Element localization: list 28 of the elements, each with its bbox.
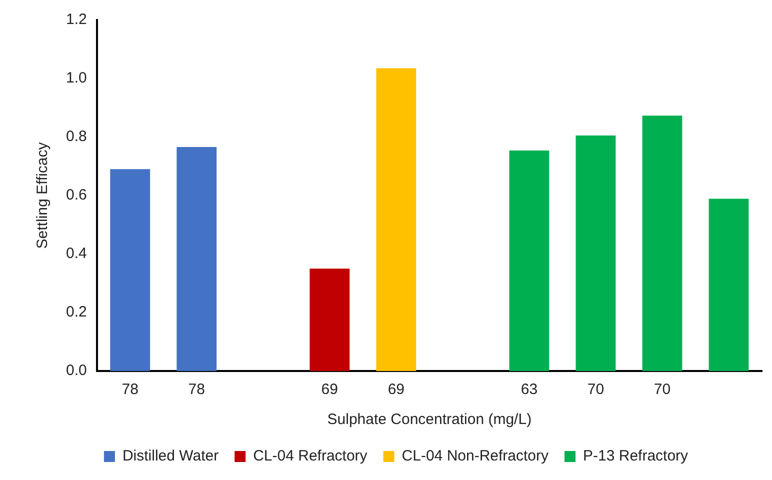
x-tick-label: 69 <box>321 381 338 398</box>
y-axis-title: Settling Efficacy <box>34 142 52 249</box>
y-tick-label: 0.0 <box>66 362 87 380</box>
bar <box>110 169 150 371</box>
bar <box>576 136 616 371</box>
x-tick-label: 78 <box>188 381 205 398</box>
y-tick-label: 1.2 <box>66 11 87 28</box>
y-tick-label: 0.8 <box>66 128 87 146</box>
y-tick-label: 0.2 <box>66 304 87 321</box>
y-tick-label: 1.0 <box>66 70 87 87</box>
y-tick-label: 0.4 <box>66 245 87 262</box>
bar <box>376 68 416 371</box>
legend-label: Distilled Water <box>122 448 219 465</box>
x-axis-title: Sulphate Concentration (mg/L) <box>327 411 532 428</box>
x-tick-label: 78 <box>122 381 138 398</box>
x-tick-label: 70 <box>654 381 671 398</box>
bar <box>509 150 550 371</box>
legend-label: P-13 Refractory <box>583 448 689 465</box>
bar <box>642 116 682 371</box>
y-tick-label: 0.6 <box>66 186 87 204</box>
bar <box>176 146 217 371</box>
legend-label: CL-04 Refractory <box>253 448 368 465</box>
bar <box>310 268 350 371</box>
x-tick-label: 63 <box>520 381 538 398</box>
x-tick-label: 70 <box>587 381 604 398</box>
x-tick-label: 69 <box>388 381 405 398</box>
legend-label: CL-04 Non-Refractory <box>402 448 550 465</box>
bar <box>708 198 749 371</box>
